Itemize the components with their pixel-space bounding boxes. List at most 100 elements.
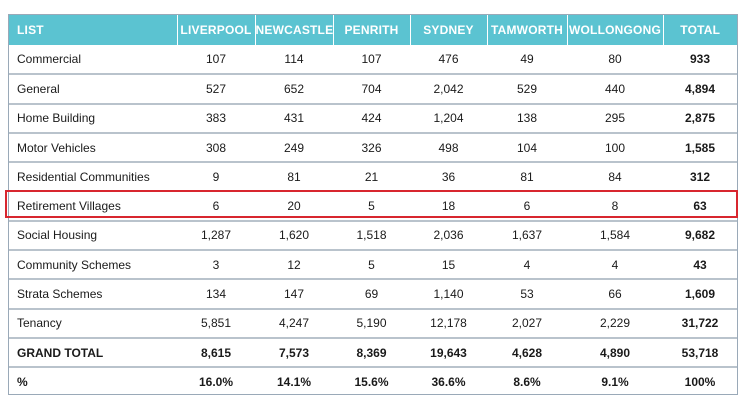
column-header: WOLLONGONG: [566, 15, 663, 45]
table-cell: 5,190: [333, 307, 410, 338]
table-cell: 295: [567, 102, 663, 133]
table-cell: 8,615: [177, 336, 255, 368]
summary-table: LIST LIVERPOOL NEWCASTLE PENRITH SYDNEY TAMWO…: [9, 15, 737, 397]
table-row: Home Building 383 431 424 1,204 138 295 2,875: [9, 102, 737, 133]
row-label: Tenancy: [9, 307, 177, 338]
table-cell: 249: [255, 131, 333, 163]
table-cell: 326: [333, 131, 410, 163]
table-row: Commercial 107 114 107 476 49 80 933: [9, 45, 737, 74]
table-cell: 2,027: [487, 307, 567, 338]
table-cell: 308: [177, 131, 255, 163]
table-cell: 3: [177, 249, 255, 280]
header-row: LIST LIVERPOOL NEWCASTLE PENRITH SYDNEY TAMWO…: [9, 15, 737, 45]
table-cell: 63: [663, 190, 737, 221]
row-label: Social Housing: [9, 219, 177, 251]
table-cell: 2,042: [410, 73, 487, 104]
column-header: LIST: [17, 23, 44, 37]
table-cell: 49: [520, 52, 534, 67]
table-cell: 6: [177, 190, 255, 221]
table-cell: 18: [410, 190, 487, 221]
row-label: General: [9, 73, 177, 104]
column-header: LIVERPOOL: [176, 15, 255, 45]
table-cell: 36: [410, 161, 487, 192]
table-cell: 80: [608, 52, 622, 67]
table-cell: 107: [361, 52, 382, 67]
table-cell: 4,894: [663, 73, 737, 104]
table-cell: 9: [177, 161, 255, 192]
table-cell: 476: [438, 52, 459, 67]
table-cell: 1,585: [663, 131, 737, 163]
table-cell: 1,584: [567, 219, 663, 251]
table-cell: 1,140: [410, 278, 487, 309]
row-label: Community Schemes: [9, 249, 177, 280]
table-cell: 704: [333, 73, 410, 104]
table-cell: 5: [333, 249, 410, 280]
table-cell: 147: [255, 278, 333, 309]
row-label: Motor Vehicles: [9, 131, 177, 163]
table-cell: 1,204: [410, 102, 487, 133]
table-cell: 652: [255, 73, 333, 104]
table-cell: 36.6%: [410, 366, 487, 397]
table-cell: 8,369: [333, 336, 410, 368]
table-cell: 1,287: [177, 219, 255, 251]
table-cell: 312: [663, 161, 737, 192]
table-cell: 7,573: [255, 336, 333, 368]
table-cell: 2,229: [567, 307, 663, 338]
table-cell: 84: [567, 161, 663, 192]
table-cell: 4: [487, 249, 567, 280]
table-cell: 100: [567, 131, 663, 163]
table-cell: 1,609: [663, 278, 737, 309]
table-cell: 383: [177, 102, 255, 133]
table-cell: 107: [205, 52, 227, 67]
table-cell: 21: [333, 161, 410, 192]
table-cell: 69: [333, 278, 410, 309]
table-cell: 529: [487, 73, 567, 104]
table-row: Strata Schemes 134 147 69 1,140 53 66 1,609: [9, 278, 737, 309]
table-cell: 4,247: [255, 307, 333, 338]
table-row: Motor Vehicles 308 249 326 498 104 100 1,585: [9, 131, 737, 163]
row-label: Retirement Villages: [9, 190, 177, 221]
table-row: Social Housing 1,287 1,620 1,518 2,036 1,637 1…: [9, 219, 737, 251]
table-cell: 100%: [663, 366, 737, 397]
table-cell: 66: [567, 278, 663, 309]
data-table-frame: LIST LIVERPOOL NEWCASTLE PENRITH SYDNEY TAMWO…: [8, 14, 738, 397]
column-header: PENRITH: [332, 15, 410, 45]
table-cell: 440: [567, 73, 663, 104]
row-label: %: [9, 366, 177, 397]
table-cell: 431: [255, 102, 333, 133]
table-row: Community Schemes 3 12 5 15 4 4 43: [9, 249, 737, 280]
table-cell: 2,036: [410, 219, 487, 251]
table-cell: 20: [255, 190, 333, 221]
table-cell: 53,718: [663, 336, 737, 368]
table-row: General 527 652 704 2,042 529 440 4,894: [9, 73, 737, 104]
row-label: Commercial: [17, 52, 82, 67]
table-cell: 43: [663, 249, 737, 280]
table-cell: 104: [487, 131, 567, 163]
column-header: TAMWORTH: [486, 15, 567, 45]
table-row: Tenancy 5,851 4,247 5,190 12,178 2,027 2,229 31…: [9, 307, 737, 338]
table-cell: 4,890: [567, 336, 663, 368]
table-row: Residential Communities 9 81 21 36 81 84 312: [9, 161, 737, 192]
column-header: TOTAL: [662, 15, 737, 45]
row-label: Strata Schemes: [9, 278, 177, 309]
table-cell: 933: [689, 52, 711, 67]
row-label: Home Building: [9, 102, 177, 133]
table-cell: 2,875: [663, 102, 737, 133]
row-label: Residential Communities: [9, 161, 177, 192]
table-cell: 1,637: [487, 219, 567, 251]
table-cell: 53: [487, 278, 567, 309]
table-cell: 4,628: [487, 336, 567, 368]
table-cell: 15.6%: [333, 366, 410, 397]
table-body: Commercial 107 114 107 476 49 80 933 General 527 6…: [9, 45, 737, 397]
table-cell: 527: [177, 73, 255, 104]
table-cell: 81: [487, 161, 567, 192]
table-cell: 31,722: [663, 307, 737, 338]
table-cell: 8: [567, 190, 663, 221]
table-cell: 498: [410, 131, 487, 163]
table-row: % 16.0% 14.1% 15.6% 36.6% 8.6% 9.1% 100%: [9, 366, 737, 397]
table-cell: 1,518: [333, 219, 410, 251]
table-cell: 81: [255, 161, 333, 192]
table-cell: 6: [487, 190, 567, 221]
table-row: GRAND TOTAL 8,615 7,573 8,369 19,643 4,628 4,8…: [9, 336, 737, 368]
table-cell: 12,178: [410, 307, 487, 338]
